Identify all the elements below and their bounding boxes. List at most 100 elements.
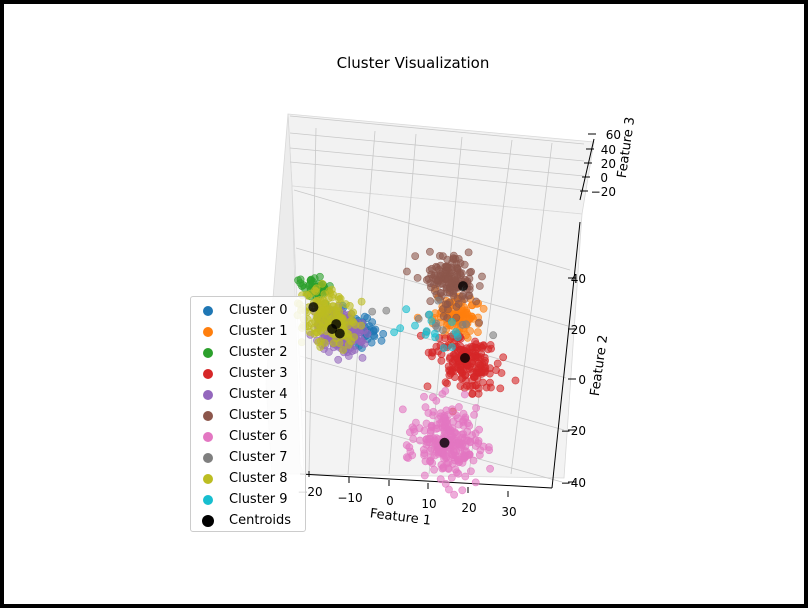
data-point bbox=[398, 405, 407, 414]
data-point bbox=[443, 379, 451, 388]
data-point bbox=[489, 331, 498, 340]
data-point bbox=[447, 473, 456, 482]
legend-item: Cluster 6 bbox=[197, 426, 305, 447]
y-axis-line bbox=[551, 221, 581, 489]
centroid-point bbox=[460, 353, 470, 363]
x-tick-label: 30 bbox=[501, 505, 516, 519]
data-point bbox=[444, 263, 453, 272]
data-point bbox=[511, 376, 520, 385]
data-point bbox=[349, 308, 357, 317]
data-point bbox=[344, 330, 353, 338]
data-point bbox=[396, 324, 405, 333]
data-point bbox=[344, 352, 353, 360]
data-point bbox=[382, 306, 391, 315]
data-point bbox=[448, 405, 456, 414]
legend-label: Cluster 8 bbox=[229, 471, 288, 486]
data-point bbox=[405, 443, 414, 452]
data-point bbox=[432, 342, 441, 351]
data-point bbox=[456, 382, 465, 390]
x-axis-label: Feature 1 bbox=[369, 506, 432, 528]
data-point bbox=[457, 345, 465, 354]
data-point bbox=[328, 302, 337, 311]
data-point bbox=[314, 338, 323, 346]
figure: −20 −10 0 10 20 30 40 20 0 −20 −40 60 40 20 0 −20 Clust… bbox=[4, 4, 804, 604]
data-point bbox=[469, 456, 478, 465]
data-point bbox=[326, 289, 334, 297]
data-point bbox=[453, 333, 462, 341]
data-point bbox=[446, 353, 455, 361]
data-point bbox=[441, 300, 450, 309]
data-point bbox=[459, 430, 468, 438]
data-point bbox=[475, 318, 483, 327]
data-point bbox=[368, 307, 377, 316]
data-point bbox=[310, 286, 319, 295]
data-point bbox=[411, 321, 419, 330]
data-point bbox=[444, 362, 453, 371]
data-point bbox=[447, 278, 456, 287]
data-point bbox=[357, 321, 366, 330]
data-point bbox=[486, 378, 494, 387]
data-point bbox=[424, 409, 433, 417]
data-point bbox=[409, 435, 418, 443]
legend-marker bbox=[203, 473, 213, 484]
data-point bbox=[318, 279, 327, 288]
z-tick-label: 60 bbox=[606, 128, 621, 142]
data-point bbox=[441, 387, 450, 395]
data-point bbox=[435, 251, 444, 260]
data-point bbox=[350, 346, 359, 354]
data-point bbox=[315, 272, 324, 281]
data-point bbox=[447, 318, 456, 326]
data-point bbox=[318, 318, 327, 327]
legend: Cluster 0 Cluster 1 Cluster 2 Cluster 3 Clus… bbox=[190, 296, 306, 532]
data-point bbox=[363, 314, 372, 322]
centroid-point bbox=[327, 324, 338, 334]
data-point bbox=[421, 330, 430, 339]
data-point bbox=[432, 396, 441, 405]
data-point bbox=[431, 321, 440, 330]
data-point bbox=[402, 453, 411, 462]
data-point bbox=[434, 296, 442, 305]
chart-title: Cluster Visualization bbox=[337, 54, 490, 72]
grid-line bbox=[299, 355, 565, 431]
data-point bbox=[468, 389, 477, 398]
data-point bbox=[411, 252, 420, 260]
data-point bbox=[313, 314, 321, 323]
data-point bbox=[420, 392, 428, 401]
data-point bbox=[420, 471, 429, 480]
data-point bbox=[336, 294, 345, 303]
x-tick-label: 20 bbox=[461, 501, 476, 515]
data-point bbox=[427, 316, 436, 325]
data-point bbox=[456, 271, 465, 279]
data-point bbox=[470, 410, 478, 419]
grid-line bbox=[289, 115, 585, 145]
legend-item: Cluster 9 bbox=[197, 489, 305, 510]
data-point bbox=[496, 384, 505, 393]
data-point bbox=[296, 275, 305, 284]
data-point bbox=[426, 297, 435, 306]
grid-line bbox=[468, 139, 513, 475]
data-point bbox=[427, 444, 436, 453]
y-axis-label: Feature 2 bbox=[588, 334, 611, 397]
data-point bbox=[471, 478, 480, 487]
data-point bbox=[437, 356, 446, 365]
data-point bbox=[434, 445, 443, 454]
y-tick-label: 40 bbox=[571, 272, 586, 286]
x-axis-line bbox=[299, 473, 553, 489]
legend-item: Cluster 4 bbox=[197, 384, 305, 405]
data-point bbox=[379, 329, 388, 338]
y-tick-label: 0 bbox=[578, 373, 586, 387]
data-point bbox=[438, 464, 447, 473]
data-point bbox=[326, 308, 334, 317]
data-point bbox=[465, 268, 474, 277]
data-point bbox=[320, 338, 329, 347]
data-point bbox=[390, 328, 398, 337]
data-point bbox=[432, 275, 440, 284]
data-point bbox=[463, 333, 472, 342]
data-point bbox=[459, 421, 468, 430]
data-point bbox=[479, 304, 488, 313]
data-point bbox=[320, 299, 329, 308]
grid-line bbox=[289, 161, 585, 191]
data-point bbox=[402, 305, 411, 314]
legend-label: Centroids bbox=[229, 513, 292, 528]
